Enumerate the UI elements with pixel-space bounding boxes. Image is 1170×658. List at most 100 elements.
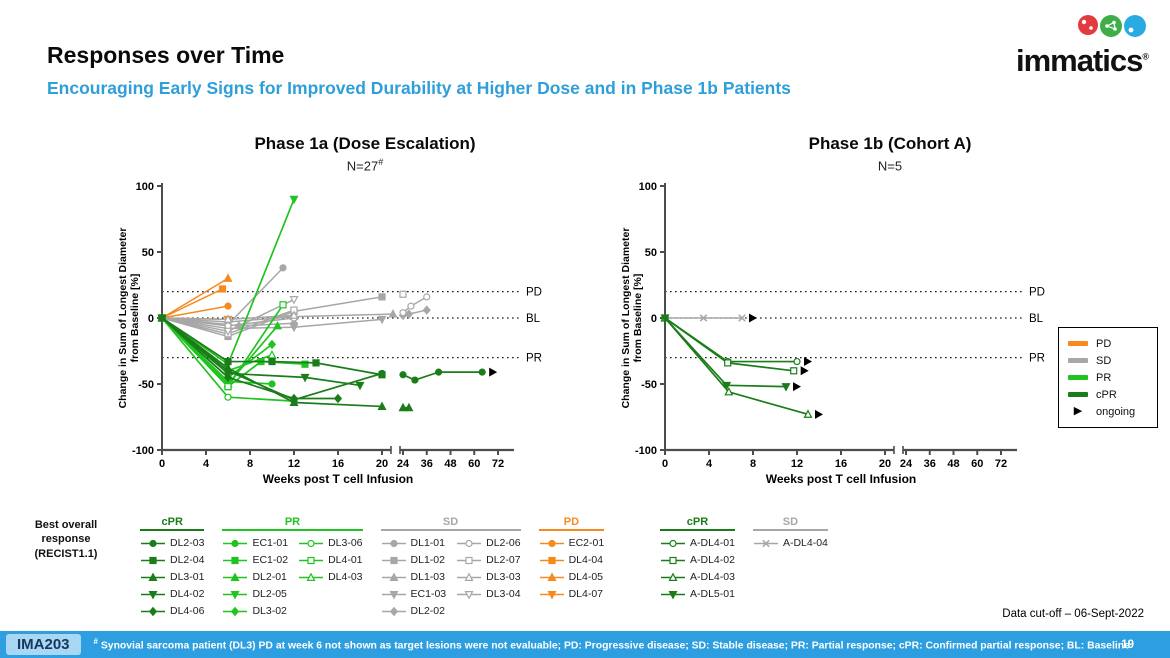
legend-marker-icon	[661, 539, 685, 547]
legend-marker-icon	[457, 590, 482, 599]
svg-text:20: 20	[879, 458, 891, 470]
legend-marker-icon	[381, 539, 406, 547]
svg-text:72: 72	[492, 458, 504, 470]
legend-marker-icon	[299, 572, 324, 581]
svg-text:24: 24	[397, 458, 410, 470]
legend-item-DL3-01: DL3-01	[140, 569, 204, 585]
immatics-logo: immatics®	[1016, 14, 1149, 76]
patient-id-label: EC2-01	[568, 537, 605, 549]
patient-id-label: DL2-03	[170, 537, 205, 549]
legend-item-DL2-07: DL2-07	[456, 552, 521, 568]
ongoing-arrow-icon	[804, 357, 812, 367]
legend-group-items: EC1-01 EC1-02 DL2-01 DL2-05 DL3-02 DL3-06 DL4-…	[222, 535, 363, 619]
legend-marker-icon	[141, 539, 165, 547]
legend-item-DL4-02: DL4-02	[140, 586, 204, 602]
svg-text:0: 0	[148, 313, 154, 325]
patient-id-label: A-DL4-02	[690, 554, 735, 566]
svg-text:72: 72	[995, 458, 1007, 470]
patient-id-label: DL2-04	[170, 554, 205, 566]
svg-text:8: 8	[750, 458, 756, 470]
legend-item-DL2-06: DL2-06	[456, 535, 521, 551]
patient-id-label: DL3-02	[252, 605, 287, 617]
legend-marker-icon	[223, 606, 248, 616]
legend-item-EC1-01: EC1-01	[222, 535, 288, 551]
page-subtitle: Encouraging Early Signs for Improved Dur…	[47, 78, 791, 98]
ongoing-arrow-icon	[793, 382, 801, 392]
series-A-DL5-01	[660, 314, 801, 392]
logo-dots-icon	[1078, 15, 1146, 37]
svg-text:12: 12	[791, 458, 803, 470]
phase-1b-title: Phase 1b (Cohort A)	[808, 134, 972, 153]
series-A-DL4-03	[660, 313, 823, 420]
patient-id-label: DL2-05	[252, 588, 287, 600]
legend-item-A-DL4-02: A-DL4-02	[660, 552, 735, 568]
svg-text:0: 0	[159, 458, 165, 470]
series-DL4-05	[157, 273, 233, 322]
data-cutoff-label: Data cut-off – 06-Sept-2022	[1002, 608, 1144, 620]
legend-marker-icon	[661, 590, 685, 599]
legend-marker-icon	[223, 590, 248, 599]
patient-id-label: A-DL4-03	[690, 571, 735, 583]
legend-item-DL4-03: DL4-03	[298, 569, 363, 585]
svg-text:from Baseline [%]: from Baseline [%]	[632, 274, 644, 363]
svg-text:48: 48	[444, 458, 456, 470]
legend-marker-icon	[141, 572, 165, 581]
legend-group-SD: SD A-DL4-04	[752, 516, 828, 551]
ongoing-arrow-icon	[800, 366, 809, 376]
page-title: Responses over Time	[47, 42, 285, 68]
ongoing-arrow-icon: ▶	[1073, 405, 1083, 417]
svg-text:0: 0	[651, 313, 657, 325]
svg-text:4: 4	[706, 458, 713, 470]
response-legend-label: cPR	[1096, 388, 1117, 401]
legend-item-DL4-07: DL4-07	[539, 586, 605, 602]
legend-item-DL4-06: DL4-06	[140, 603, 204, 619]
legend-marker-icon	[539, 539, 564, 547]
svg-text:8: 8	[247, 458, 253, 470]
legend-item-EC2-01: EC2-01	[539, 535, 605, 551]
legend-item-DL4-04: DL4-04	[539, 552, 605, 568]
svg-text:Change in Sum of Longest Diame: Change in Sum of Longest Diameter	[117, 228, 129, 409]
legend-item-DL1-01: DL1-01	[381, 535, 447, 551]
legend-group-items: DL1-01 DL1-02 DL1-03 EC1-03 DL2-02 DL2-06 DL2-…	[381, 535, 521, 619]
legend-group-header: cPR	[660, 516, 735, 531]
legend-group-header: SD	[380, 516, 521, 531]
svg-text:20: 20	[376, 458, 388, 470]
svg-text:4: 4	[203, 458, 210, 470]
svg-text:-100: -100	[635, 445, 657, 457]
response-legend-item-ongoing: ▶ ongoing	[1068, 403, 1148, 420]
patient-id-label: DL3-03	[486, 571, 521, 583]
legend-group-SD: SD DL1-01 DL1-02 DL1-03 EC1-03 DL2-02 DL2-06 DL…	[380, 516, 521, 619]
patient-id-label: DL4-01	[328, 554, 363, 566]
legend-marker-icon	[457, 556, 482, 564]
svg-text:PD: PD	[526, 287, 542, 299]
legend-item-DL3-06: DL3-06	[298, 535, 363, 551]
legend-marker-icon	[299, 539, 324, 547]
legend-item-DL1-03: DL1-03	[381, 569, 447, 585]
svg-text:36: 36	[421, 458, 433, 470]
legend-item-DL2-04: DL2-04	[140, 552, 204, 568]
phase-1a-title: Phase 1a (Dose Escalation)	[254, 134, 476, 153]
phase-1b-patient-legend: cPR A-DL4-01 A-DL4-02 A-DL4-03 A-DL5-01 SD A-D…	[660, 516, 828, 602]
patient-id-label: DL2-02	[410, 605, 445, 617]
series-A-DL4-04	[661, 313, 757, 323]
response-legend-label: ongoing	[1096, 405, 1136, 418]
footer-bar: IMA203 # Synovial sarcoma patient (DL3) …	[0, 631, 1170, 658]
response-legend-item-cPR: cPR	[1068, 386, 1148, 403]
series-DL2-05	[157, 196, 299, 370]
svg-text:60: 60	[971, 458, 983, 470]
legend-item-A-DL4-04: A-DL4-04	[753, 535, 828, 551]
legend-group-items: EC2-01 DL4-04 DL4-05 DL4-07	[539, 535, 605, 602]
patient-id-label: EC1-02	[252, 554, 289, 566]
best-overall-response-label: Best overall response (RECIST1.1)	[34, 519, 98, 560]
patient-id-label: EC1-03	[410, 588, 447, 600]
legend-item-DL1-02: DL1-02	[381, 552, 447, 568]
legend-item-DL3-02: DL3-02	[222, 603, 288, 619]
svg-text:60: 60	[468, 458, 480, 470]
legend-marker-icon	[661, 556, 685, 564]
legend-item-A-DL4-01: A-DL4-01	[660, 535, 735, 551]
response-legend-item-PD: PD	[1068, 335, 1148, 352]
response-legend-label: PR	[1096, 371, 1112, 384]
legend-item-A-DL5-01: A-DL5-01	[660, 586, 735, 602]
